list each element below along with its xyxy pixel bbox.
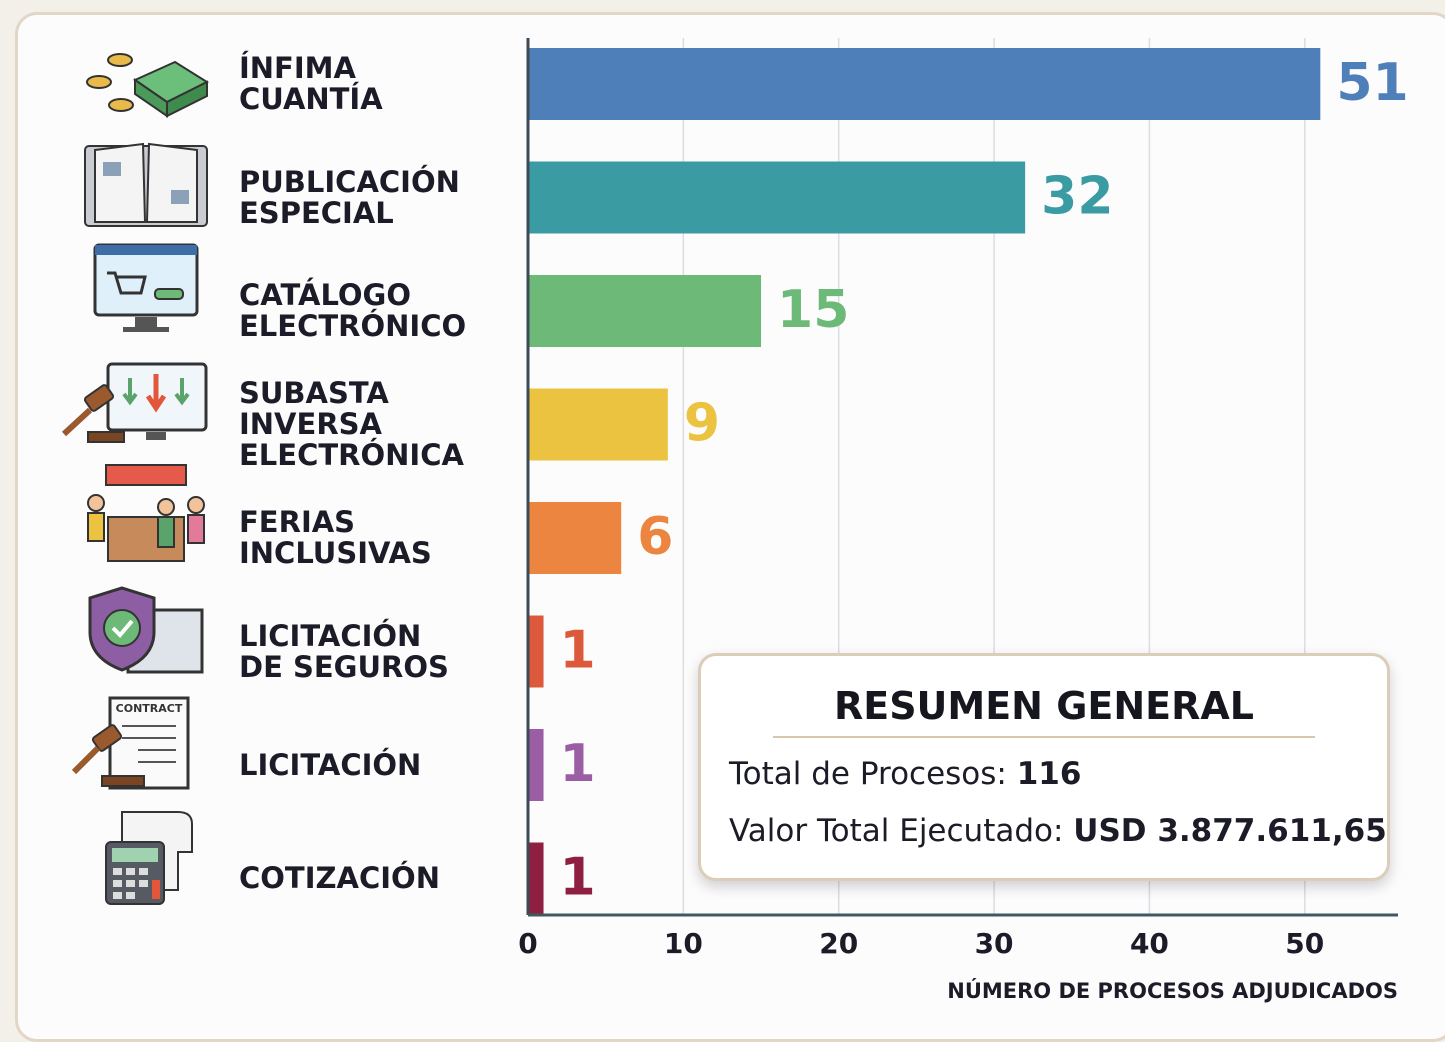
- page: {"chart_data": {"type": "bar", "orientat…: [0, 0, 1445, 1023]
- x-tick-label: 50: [1285, 927, 1324, 960]
- svg-text:CONTRACT: CONTRACT: [116, 702, 183, 715]
- summary-label: Valor Total Ejecutado:: [729, 813, 1063, 849]
- x-tick-label: 20: [819, 927, 858, 960]
- value-label: 32: [1041, 167, 1113, 227]
- category-label: COTIZACIÓN: [239, 863, 440, 894]
- category-label: CATÁLOGO ELECTRÓNICO: [239, 280, 466, 342]
- value-label: 1: [560, 734, 596, 794]
- x-tick-label: 40: [1130, 927, 1169, 960]
- value-label: 9: [684, 394, 720, 454]
- category-label: SUBASTA INVERSA ELECTRÓNICA: [239, 378, 464, 471]
- bar: [528, 729, 544, 801]
- category-label: LICITACIÓN: [239, 750, 421, 781]
- summary-value: USD 3.877.611,65: [1073, 813, 1386, 849]
- category-label: LICITACIÓN DE SEGUROS: [239, 621, 449, 683]
- bar: [528, 843, 544, 915]
- summary-title: RESUMEN GENERAL: [701, 684, 1387, 728]
- bar: [528, 616, 544, 688]
- category-label: FERIAS INCLUSIVAS: [239, 507, 432, 569]
- value-label: 51: [1336, 53, 1408, 113]
- category-label: ÍNFIMA CUANTÍA: [239, 53, 383, 115]
- summary-box: RESUMEN GENERAL Total de Procesos: 116 V…: [698, 653, 1390, 881]
- divider: [773, 736, 1315, 738]
- icons: CONTRACT: [64, 54, 207, 904]
- summary-label: Total de Procesos:: [729, 756, 1007, 792]
- summary-line: Total de Procesos: 116: [729, 756, 1081, 792]
- summary-value: 116: [1017, 756, 1082, 792]
- x-tick-label: 10: [664, 927, 703, 960]
- x-tick-label: 30: [975, 927, 1014, 960]
- value-label: 15: [777, 280, 849, 340]
- value-label: 1: [560, 848, 596, 908]
- category-label: PUBLICACIÓN ESPECIAL: [239, 167, 460, 229]
- bar: [528, 275, 761, 347]
- summary-line: Valor Total Ejecutado: USD 3.877.611,65: [729, 813, 1387, 849]
- x-tick-label: 0: [518, 927, 537, 960]
- bar: [528, 162, 1025, 234]
- bar: [528, 389, 668, 461]
- bar: [528, 48, 1320, 120]
- value-label: 1: [560, 621, 596, 681]
- x-axis-title: NÚMERO DE PROCESOS ADJUDICADOS: [947, 978, 1398, 1003]
- value-label: 6: [637, 507, 673, 567]
- bar: [528, 502, 621, 574]
